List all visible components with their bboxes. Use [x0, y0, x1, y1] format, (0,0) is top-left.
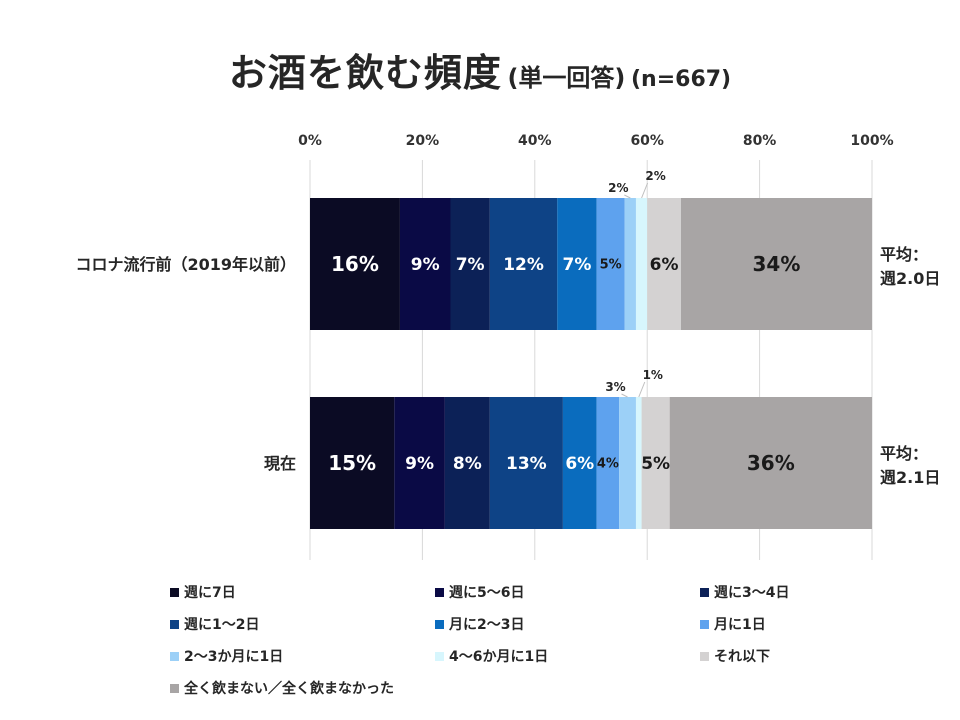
data-label: 6%: [565, 454, 594, 474]
bar-segment: [557, 198, 597, 330]
category-label: コロナ流行前（2019年以前）: [75, 255, 296, 274]
legend-swatch: [700, 651, 709, 661]
data-label: 12%: [503, 255, 544, 275]
legend-swatch: [435, 651, 444, 661]
legend-swatch: [170, 683, 179, 693]
data-label: 5%: [641, 454, 670, 474]
legend-item: それ以下: [700, 646, 770, 666]
bar-segment: [394, 397, 445, 529]
legend-label: 4～6か月に1日: [449, 649, 549, 665]
data-label: 3%: [605, 380, 625, 394]
bar-segment: [596, 198, 625, 330]
data-label: 6%: [650, 255, 679, 275]
legend-item: 週に5～6日: [435, 582, 524, 602]
label-leader-line: [638, 381, 646, 398]
data-label: 2%: [608, 181, 628, 195]
label-leader-line: [641, 182, 649, 199]
legend-swatch: [435, 619, 444, 629]
bar-segment: [489, 397, 563, 529]
category-label: 現在: [264, 454, 296, 473]
legend-item: 月に1日: [700, 614, 766, 634]
bar-segment: [450, 198, 490, 330]
legend-swatch: [170, 651, 179, 661]
legend-label: 週に5～6日: [449, 585, 525, 601]
bar-segment: [399, 198, 451, 330]
average-value: 週2.0日: [880, 269, 940, 288]
legend-swatch: [170, 619, 179, 629]
chart-title-main: お酒を飲む頻度: [228, 51, 502, 95]
bar-segment: [647, 198, 681, 330]
legend-label: 月に2～3日: [449, 617, 525, 633]
bar-segment: [680, 198, 872, 330]
x-tick-label: 0%: [298, 133, 322, 149]
chart-sample-size: (n=667): [630, 67, 732, 92]
data-label: 7%: [456, 255, 485, 275]
legend-swatch: [700, 619, 709, 629]
data-label: 34%: [753, 252, 801, 276]
legend-label: 月に1日: [714, 617, 766, 633]
x-tick-label: 60%: [630, 133, 664, 149]
data-label: 9%: [405, 454, 434, 474]
bar-segment: [310, 397, 395, 529]
x-tick-label: 100%: [850, 133, 893, 149]
bar-segment: [669, 397, 872, 529]
average-label: 平均：: [880, 245, 928, 264]
data-label: 1%: [643, 368, 663, 382]
label-leader-line: [621, 393, 628, 398]
bar-segment: [635, 397, 642, 529]
legend-item: 週に7日: [170, 582, 236, 602]
data-label: 36%: [747, 451, 795, 475]
data-label: 7%: [563, 255, 592, 275]
bar-segment: [562, 397, 597, 529]
legend-swatch: [170, 587, 179, 597]
bar-segment: [624, 198, 636, 330]
data-label: 15%: [328, 451, 376, 475]
legend-label: 週に7日: [184, 585, 236, 601]
legend-item: 週に3～4日: [700, 582, 789, 602]
legend-label: 週に1～2日: [184, 617, 260, 633]
chart-title: お酒を飲む頻度 (単一回答) (n=667): [0, 42, 960, 97]
data-label: 4%: [597, 457, 619, 472]
legend-item: 2～3か月に1日: [170, 646, 283, 666]
legend-item: 4～6か月に1日: [435, 646, 548, 666]
data-label: 5%: [600, 258, 622, 273]
data-label: 16%: [331, 252, 379, 276]
bar-segment: [596, 397, 620, 529]
average-value: 週2.1日: [880, 468, 940, 487]
bar-segment: [619, 397, 636, 529]
x-tick-label: 20%: [406, 133, 440, 149]
bar-segment: [641, 397, 670, 529]
legend-swatch: [700, 587, 709, 597]
data-label: 13%: [506, 454, 547, 474]
data-label: 9%: [411, 255, 440, 275]
bar-segment: [310, 198, 400, 330]
legend-label: 全く飲まない／全く飲まなかった: [184, 681, 394, 697]
legend-label: それ以下: [714, 649, 770, 665]
label-leader-line: [624, 194, 631, 199]
data-label: 8%: [453, 454, 482, 474]
chart-title-sub: (単一回答): [507, 64, 626, 92]
bar-segment: [489, 198, 558, 330]
legend-item: 全く飲まない／全く飲まなかった: [170, 678, 394, 698]
bar-segment: [444, 397, 490, 529]
legend-item: 月に2～3日: [435, 614, 524, 634]
x-tick-label: 40%: [518, 133, 552, 149]
data-label: 2%: [645, 169, 665, 183]
legend-label: 週に3～4日: [714, 585, 790, 601]
average-label: 平均：: [880, 444, 928, 463]
legend-swatch: [435, 587, 444, 597]
bar-segment: [635, 198, 648, 330]
legend-item: 週に1～2日: [170, 614, 259, 634]
x-tick-label: 80%: [743, 133, 777, 149]
legend-label: 2～3か月に1日: [184, 649, 284, 665]
